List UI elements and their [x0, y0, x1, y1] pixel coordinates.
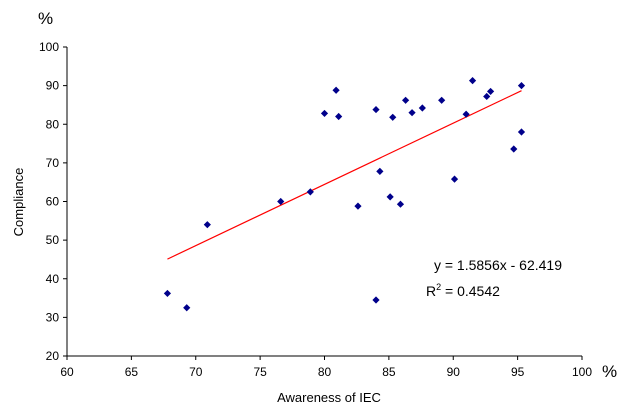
x-tick-label: 65	[125, 365, 139, 379]
y-tick-label: 40	[46, 272, 60, 286]
data-point	[408, 109, 416, 117]
data-point	[183, 304, 191, 312]
data-point	[462, 110, 470, 118]
data-point	[306, 188, 314, 196]
data-point	[396, 200, 405, 208]
x-tick-label: 75	[253, 365, 267, 379]
data-point	[335, 112, 343, 121]
data-point	[517, 128, 526, 136]
x-tick-marks	[66, 356, 583, 360]
y-tick-label: 90	[46, 79, 60, 93]
data-point	[402, 96, 410, 104]
data-point	[510, 145, 518, 153]
y-tick-label: 100	[39, 40, 59, 54]
y-tick-label: 50	[46, 233, 60, 247]
data-point	[517, 82, 526, 90]
data-point	[372, 296, 380, 304]
y-unit-label: %	[38, 9, 53, 28]
x-tick-label: 100	[572, 365, 592, 379]
plot-area: 20 30 40 50 60 70 80 90 100 60 65 70 75 80 85 90 95 100	[39, 40, 592, 379]
r-squared-label: R2 = 0.4542	[426, 282, 500, 299]
data-point	[486, 87, 495, 96]
data-point	[354, 202, 362, 210]
y-axis-title: Compliance	[11, 168, 26, 237]
data-point	[450, 175, 459, 183]
data-point	[376, 167, 384, 175]
data-point	[277, 197, 285, 206]
trendline-group	[167, 90, 522, 260]
x-tick-labels: 60 65 70 75 80 85 90 95 100	[60, 365, 592, 379]
x-tick-label: 80	[318, 365, 332, 379]
data-point	[389, 113, 397, 121]
x-tick-label: 70	[189, 365, 203, 379]
x-axis-title: Awareness of IEC	[277, 390, 381, 405]
data-point	[438, 96, 446, 104]
data-point	[468, 77, 477, 85]
x-tick-label: 95	[511, 365, 525, 379]
y-tick-label: 20	[46, 349, 60, 363]
y-tick-label: 30	[46, 310, 60, 324]
x-tick-label: 90	[447, 365, 461, 379]
y-tick-label: 80	[46, 117, 60, 131]
data-point	[418, 104, 426, 112]
trendline-equation: y = 1.5856x - 62.419	[434, 257, 562, 273]
y-tick-labels: 20 30 40 50 60 70 80 90 100	[39, 40, 59, 363]
data-point	[372, 105, 380, 114]
data-point	[163, 289, 172, 298]
r-squared-exponent: 2	[436, 282, 441, 292]
data-point	[332, 86, 340, 94]
y-tick-marks	[63, 46, 67, 357]
data-point	[386, 193, 394, 201]
r-squared-value: = 0.4542	[441, 283, 500, 299]
r-squared-prefix: R	[426, 283, 436, 299]
trendline	[167, 90, 522, 260]
x-tick-label: 85	[382, 365, 396, 379]
data-points	[163, 77, 526, 312]
x-unit-label: %	[602, 362, 617, 381]
data-point	[483, 92, 491, 101]
x-tick-label: 60	[60, 365, 74, 379]
data-point	[203, 221, 211, 229]
y-tick-label: 60	[46, 195, 60, 209]
y-tick-label: 70	[46, 156, 60, 170]
data-point	[320, 109, 329, 118]
